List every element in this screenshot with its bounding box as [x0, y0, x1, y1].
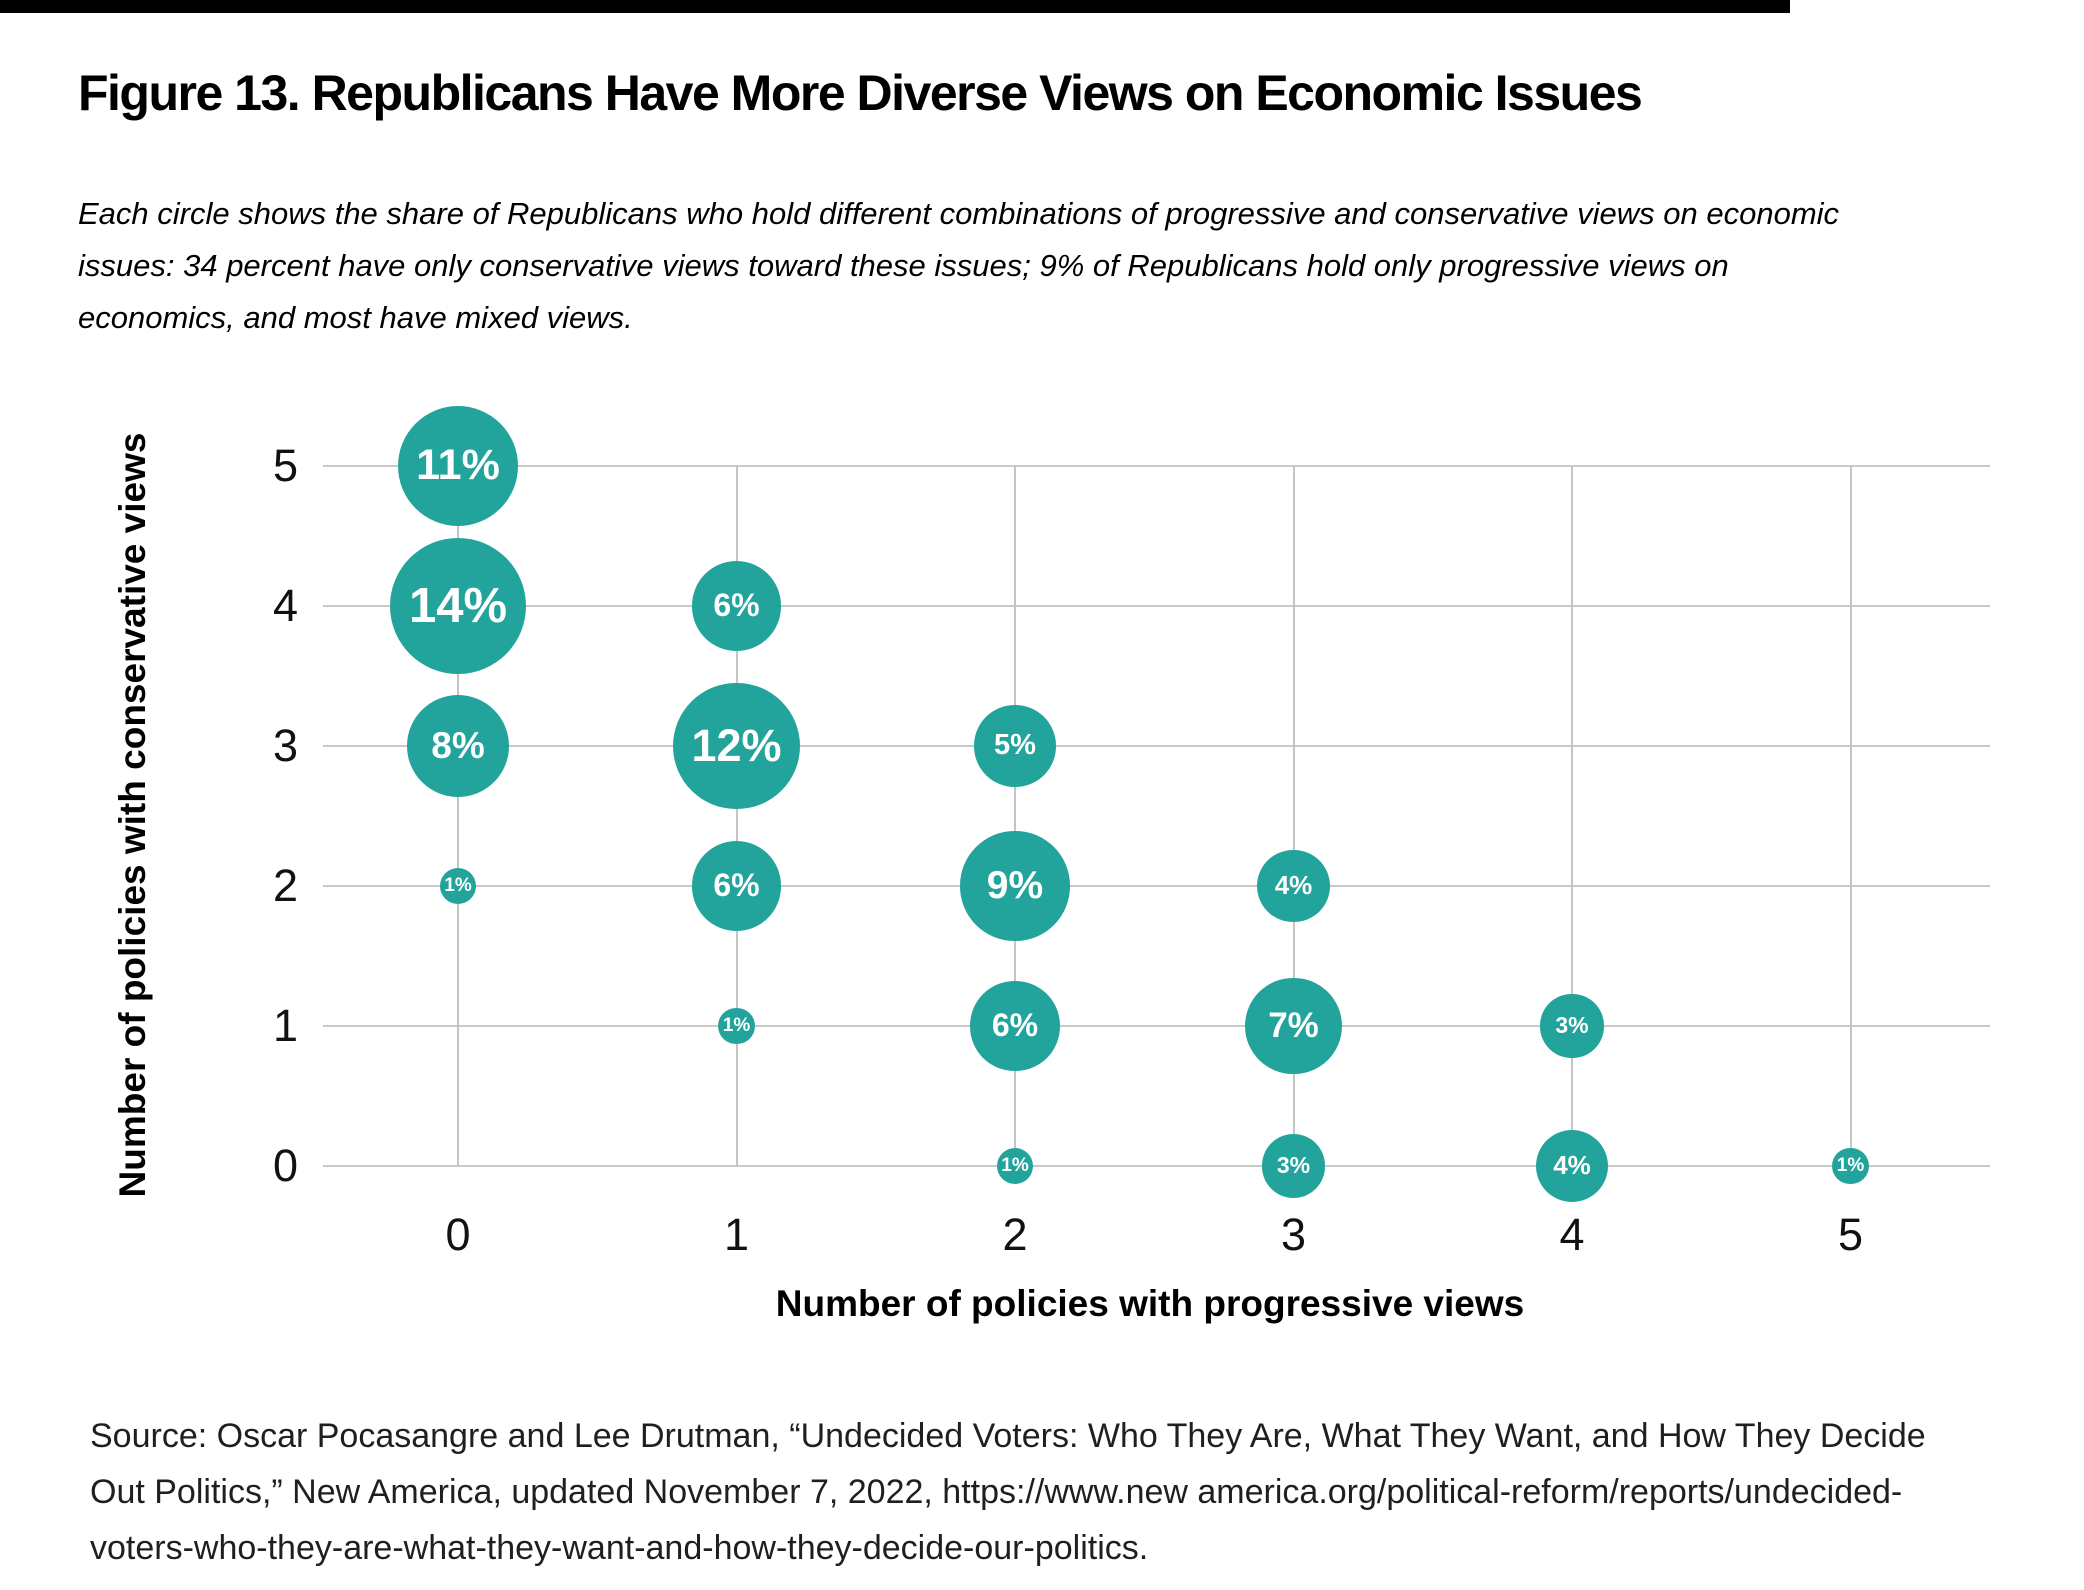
bubble-2-1: 6% — [970, 981, 1060, 1071]
bubble-value-label: 1% — [1001, 1154, 1029, 1176]
bubble-chart: Number of policies with conservative vie… — [112, 405, 1990, 1324]
bubble-2-2: 9% — [960, 831, 1070, 941]
y-axis-title: Number of policies with conservative vie… — [112, 432, 153, 1198]
bubble-value-label: 8% — [431, 724, 485, 766]
bubble-value-label: 5% — [994, 729, 1036, 762]
bubble-5-0: 1% — [1832, 1147, 1869, 1185]
bubble-value-label: 3% — [1555, 1012, 1589, 1039]
bubble-4-1: 3% — [1540, 994, 1604, 1058]
bubble-value-label: 1% — [722, 1014, 751, 1036]
bubble-3-1: 7% — [1245, 977, 1342, 1075]
bubble-value-label: 14% — [408, 578, 508, 633]
bubble-2-0: 1% — [996, 1147, 1034, 1185]
source-note: Source: Oscar Pocasangre and Lee Drutman… — [90, 1417, 1926, 1567]
bubble-value-label: 9% — [986, 863, 1044, 907]
x-axis-title: Number of policies with progressive view… — [775, 1283, 1525, 1324]
bubble-3-2: 4% — [1257, 849, 1330, 923]
gridline-horizontal — [323, 465, 1990, 467]
bubble-4-0: 4% — [1535, 1129, 1609, 1203]
x-tick-label: 0 — [445, 1209, 471, 1260]
y-tick-label: 5 — [272, 440, 298, 491]
figure-title: Figure 13. Republicans Have More Diverse… — [78, 65, 1643, 121]
bubble-1-3: 12% — [673, 682, 800, 810]
y-tick-label: 1 — [272, 1000, 298, 1051]
gridline-horizontal — [323, 745, 1990, 747]
x-tick-label: 5 — [1837, 1209, 1864, 1260]
gridline-vertical — [1014, 466, 1016, 1166]
y-tick-label: 0 — [272, 1140, 298, 1191]
bubble-1-2: 6% — [691, 841, 782, 931]
bubble-value-label: 11% — [416, 441, 500, 490]
bubble-1-1: 1% — [718, 1007, 755, 1045]
bubble-0-5: 11% — [397, 405, 519, 527]
bubble-value-label: 6% — [713, 867, 760, 904]
bubble-value-label: 12% — [691, 719, 782, 771]
bubble-0-4: 14% — [389, 537, 527, 675]
bubble-value-label: 7% — [1268, 1005, 1319, 1045]
figure-subtitle: Each circle shows the share of Republica… — [78, 196, 1840, 335]
y-tick-label: 4 — [272, 580, 298, 631]
x-tick-label: 1 — [723, 1209, 750, 1260]
bubble-value-label: 3% — [1276, 1152, 1311, 1179]
gridline-vertical — [1849, 466, 1852, 1166]
x-tick-label: 2 — [1002, 1209, 1028, 1260]
gridline-horizontal — [323, 1165, 1990, 1167]
bubble-1-4: 6% — [691, 561, 782, 651]
bubble-value-label: 1% — [1836, 1154, 1865, 1176]
y-tick-label: 3 — [272, 720, 298, 771]
bubble-value-label: 6% — [713, 587, 760, 624]
gridline-horizontal — [323, 605, 1990, 607]
gridline-vertical — [1571, 466, 1573, 1166]
bubble-2-3: 5% — [974, 705, 1056, 787]
bubble-3-0: 3% — [1261, 1134, 1325, 1198]
bubble-value-label: 4% — [1553, 1150, 1591, 1181]
x-tick-label: 4 — [1559, 1209, 1585, 1260]
gridline-vertical — [735, 466, 738, 1166]
bubble-value-label: 1% — [444, 874, 472, 896]
bubble-0-3: 8% — [406, 694, 510, 798]
bubble-value-label: 6% — [991, 1007, 1039, 1044]
gridline-horizontal — [323, 1025, 1990, 1027]
y-tick-label: 2 — [272, 860, 298, 911]
bubble-value-label: 4% — [1274, 870, 1313, 901]
gridline-horizontal — [323, 885, 1990, 887]
gridline-vertical — [1292, 466, 1295, 1166]
top-rule-bar — [0, 0, 1790, 13]
bubble-0-2: 1% — [439, 867, 477, 905]
gridline-vertical — [457, 466, 459, 1166]
x-tick-label: 3 — [1280, 1209, 1307, 1260]
